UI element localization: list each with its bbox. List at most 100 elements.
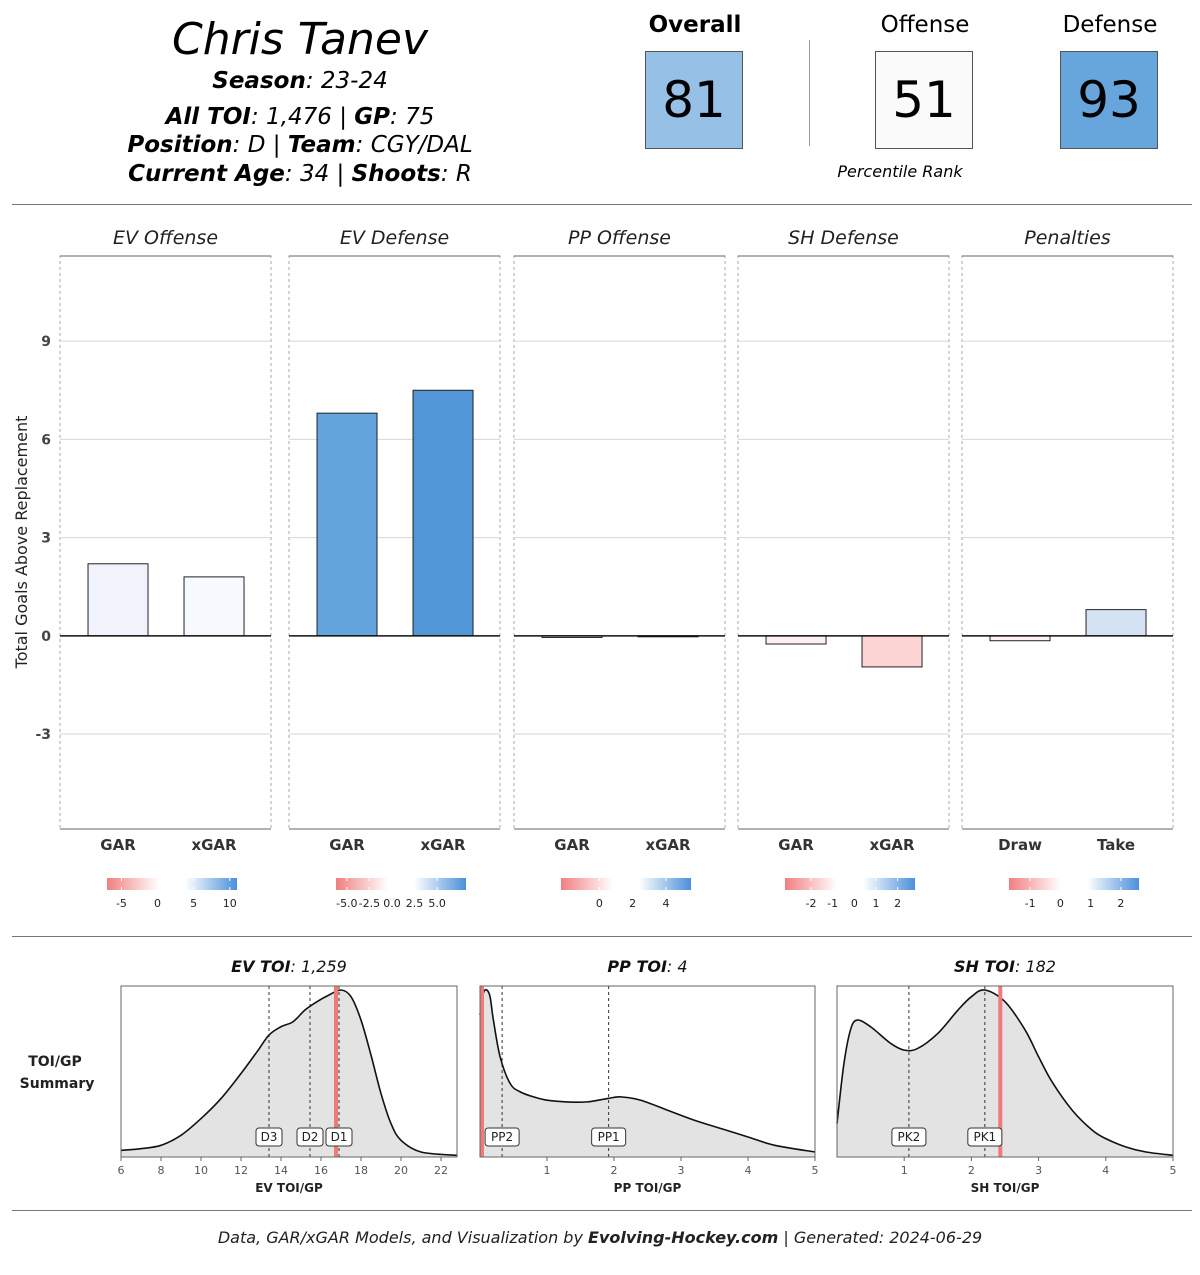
gar-panel-title: PP Offense (568, 227, 671, 249)
gar-bar (861, 635, 923, 668)
position-label: Position (127, 132, 233, 158)
offense-title: Offense (880, 12, 970, 38)
position-line: Position: D | Team: CGY/DAL (127, 132, 473, 158)
toi-marker-label: D2 (302, 1130, 319, 1144)
toi-marker-label: PK1 (973, 1130, 996, 1144)
gar-legend-tick-label: 0 (154, 897, 161, 910)
footer-separator: | (783, 1228, 789, 1247)
toi-x-tick-label: 5 (812, 1164, 819, 1177)
toi-y-label: Summary (20, 1076, 95, 1092)
toi-panel-title: SH TOI: 182 (954, 957, 1056, 976)
toi-line: All TOI: 1,476 | GP: 75 (165, 104, 435, 130)
defense-title: Defense (1062, 12, 1158, 38)
season-value: 23-24 (320, 68, 388, 94)
gar-legend-tick-label: -2 (806, 897, 817, 910)
toi-x-tick-label: 12 (234, 1164, 248, 1177)
toi-marker-box (255, 1127, 283, 1147)
toi-x-tick-label: 4 (745, 1164, 752, 1177)
gar-x-tick-label: GAR (554, 836, 590, 854)
toi-density-curve (120, 989, 458, 1157)
toi-x-tick-label: 4 (1102, 1164, 1109, 1177)
toi-panel-title-label: SH TOI (954, 957, 1015, 976)
toi-panel-frame (479, 985, 816, 1158)
gar-x-tick-label: GAR (100, 836, 136, 854)
shoots-label: Shoots (351, 161, 441, 187)
toi-density-area (480, 989, 815, 1157)
gar-panel-frame (59, 255, 272, 830)
gar-legend-colorbar (336, 878, 466, 890)
gar-legend-tick-label: -5 (116, 897, 127, 910)
toi-x-axis-title: EV TOI/GP (255, 1181, 323, 1195)
toi-marker-box (325, 1127, 353, 1147)
gar-legend-colorbar (561, 878, 691, 890)
gar-legend-tick-label: 0 (1057, 897, 1064, 910)
gar-x-tick-label: Take (1097, 836, 1135, 854)
toi-panel-title-label: PP TOI (607, 957, 667, 976)
toi-marker-box (891, 1127, 927, 1147)
middle-divider (12, 936, 1192, 937)
gar-legend-tick-label: 2 (894, 897, 901, 910)
overall-title: Overall (648, 12, 742, 38)
gar-bar (316, 412, 378, 637)
all-toi-label: All TOI (165, 104, 251, 130)
gar-y-axis-title: Total Goals Above Replacement (12, 416, 31, 670)
gar-bar (765, 635, 827, 645)
toi-x-tick-label: 18 (354, 1164, 368, 1177)
toi-marker-label: D1 (331, 1130, 348, 1144)
toi-x-tick-label: 5 (1170, 1164, 1177, 1177)
toi-x-tick-label: 3 (678, 1164, 685, 1177)
toi-density-area (121, 989, 457, 1157)
toi-x-tick-label: 10 (194, 1164, 208, 1177)
gar-legend-tick-label: -5.0 (336, 897, 357, 910)
gar-panel-title: EV Offense (113, 227, 218, 249)
footer-generated: Generated: 2024-06-29 (793, 1228, 983, 1247)
gar-legend-tick-label: 2 (629, 897, 636, 910)
gar-chart: Total Goals Above Replacement -3 0 3 6 9 EV Of… (12, 227, 1174, 910)
toi-x-tick-label: 2 (611, 1164, 618, 1177)
toi-panel-title: PP TOI: 4 (607, 957, 687, 976)
gar-legend-tick-label: 1 (1087, 897, 1094, 910)
toi-x-tick-label: 22 (434, 1164, 448, 1177)
gar-legend-tick-label: -2.5 (359, 897, 380, 910)
gar-x-tick-label: xGAR (645, 836, 691, 854)
gar-x-tick-label: xGAR (420, 836, 466, 854)
gar-legend-colorbar (1009, 878, 1139, 890)
toi-marker-label: D3 (261, 1130, 278, 1144)
toi-panel-title-label: EV TOI (231, 957, 290, 976)
gar-y-tick-label: 0 (41, 629, 51, 645)
toi-panel-title-value: : 1,259 (291, 957, 347, 976)
gar-legend-tick-label: 1 (873, 897, 880, 910)
gar-panel-frame (513, 255, 726, 830)
toi-marker-box (591, 1127, 627, 1147)
gar-panel-frame (737, 255, 950, 830)
gar-y-tick-label: -3 (35, 727, 51, 743)
age-value: 34 (299, 161, 330, 187)
toi-x-tick-label: 16 (314, 1164, 328, 1177)
gar-legend-tick-label: 0 (596, 897, 603, 910)
toi-marker-label: PK2 (898, 1130, 921, 1144)
gar-panel-title: EV Defense (340, 227, 449, 249)
gar-x-tick-label: xGAR (869, 836, 915, 854)
gar-bar (183, 576, 245, 637)
gar-x-tick-label: GAR (329, 836, 365, 854)
bottom-divider (12, 1210, 1192, 1211)
team-label: Team (287, 132, 356, 158)
gar-legend-tick-label: 5 (190, 897, 197, 910)
toi-x-axis-title: PP TOI/GP (614, 1181, 682, 1195)
toi-x-tick-label: 1 (544, 1164, 551, 1177)
footer-site-link[interactable]: Evolving-Hockey.com (588, 1228, 779, 1247)
toi-density-curve (836, 989, 1174, 1157)
toi-x-tick-label: 1 (901, 1164, 908, 1177)
season-line: Season: 23-24 (212, 68, 388, 94)
gar-bar (1085, 609, 1147, 637)
gar-panel-title: Penalties (1024, 227, 1111, 249)
toi-marker-label: PP1 (598, 1130, 620, 1144)
age-label: Current Age (128, 161, 285, 187)
gar-x-tick-label: GAR (778, 836, 814, 854)
rank-divider (809, 40, 810, 146)
shoots-value: R (455, 161, 472, 187)
gar-legend-colorbar (107, 878, 237, 890)
toi-x-tick-label: 14 (274, 1164, 288, 1177)
gar-legend-tick-label: 4 (663, 897, 670, 910)
